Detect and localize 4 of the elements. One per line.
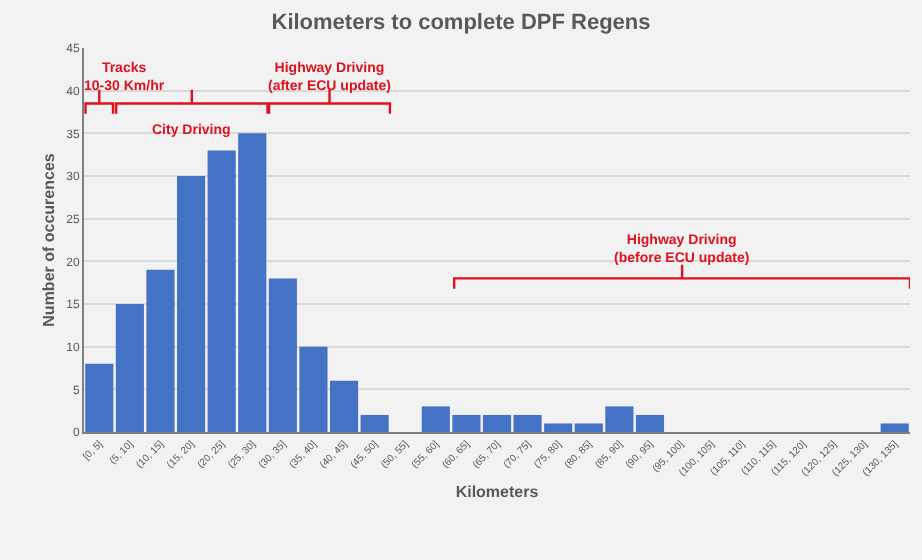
- bar: [880, 423, 909, 432]
- x-axis-title: Kilometers: [455, 483, 540, 502]
- y-axis-title: Number of occurences: [39, 152, 58, 327]
- chart-title: Kilometers to complete DPF Regens: [271, 11, 651, 36]
